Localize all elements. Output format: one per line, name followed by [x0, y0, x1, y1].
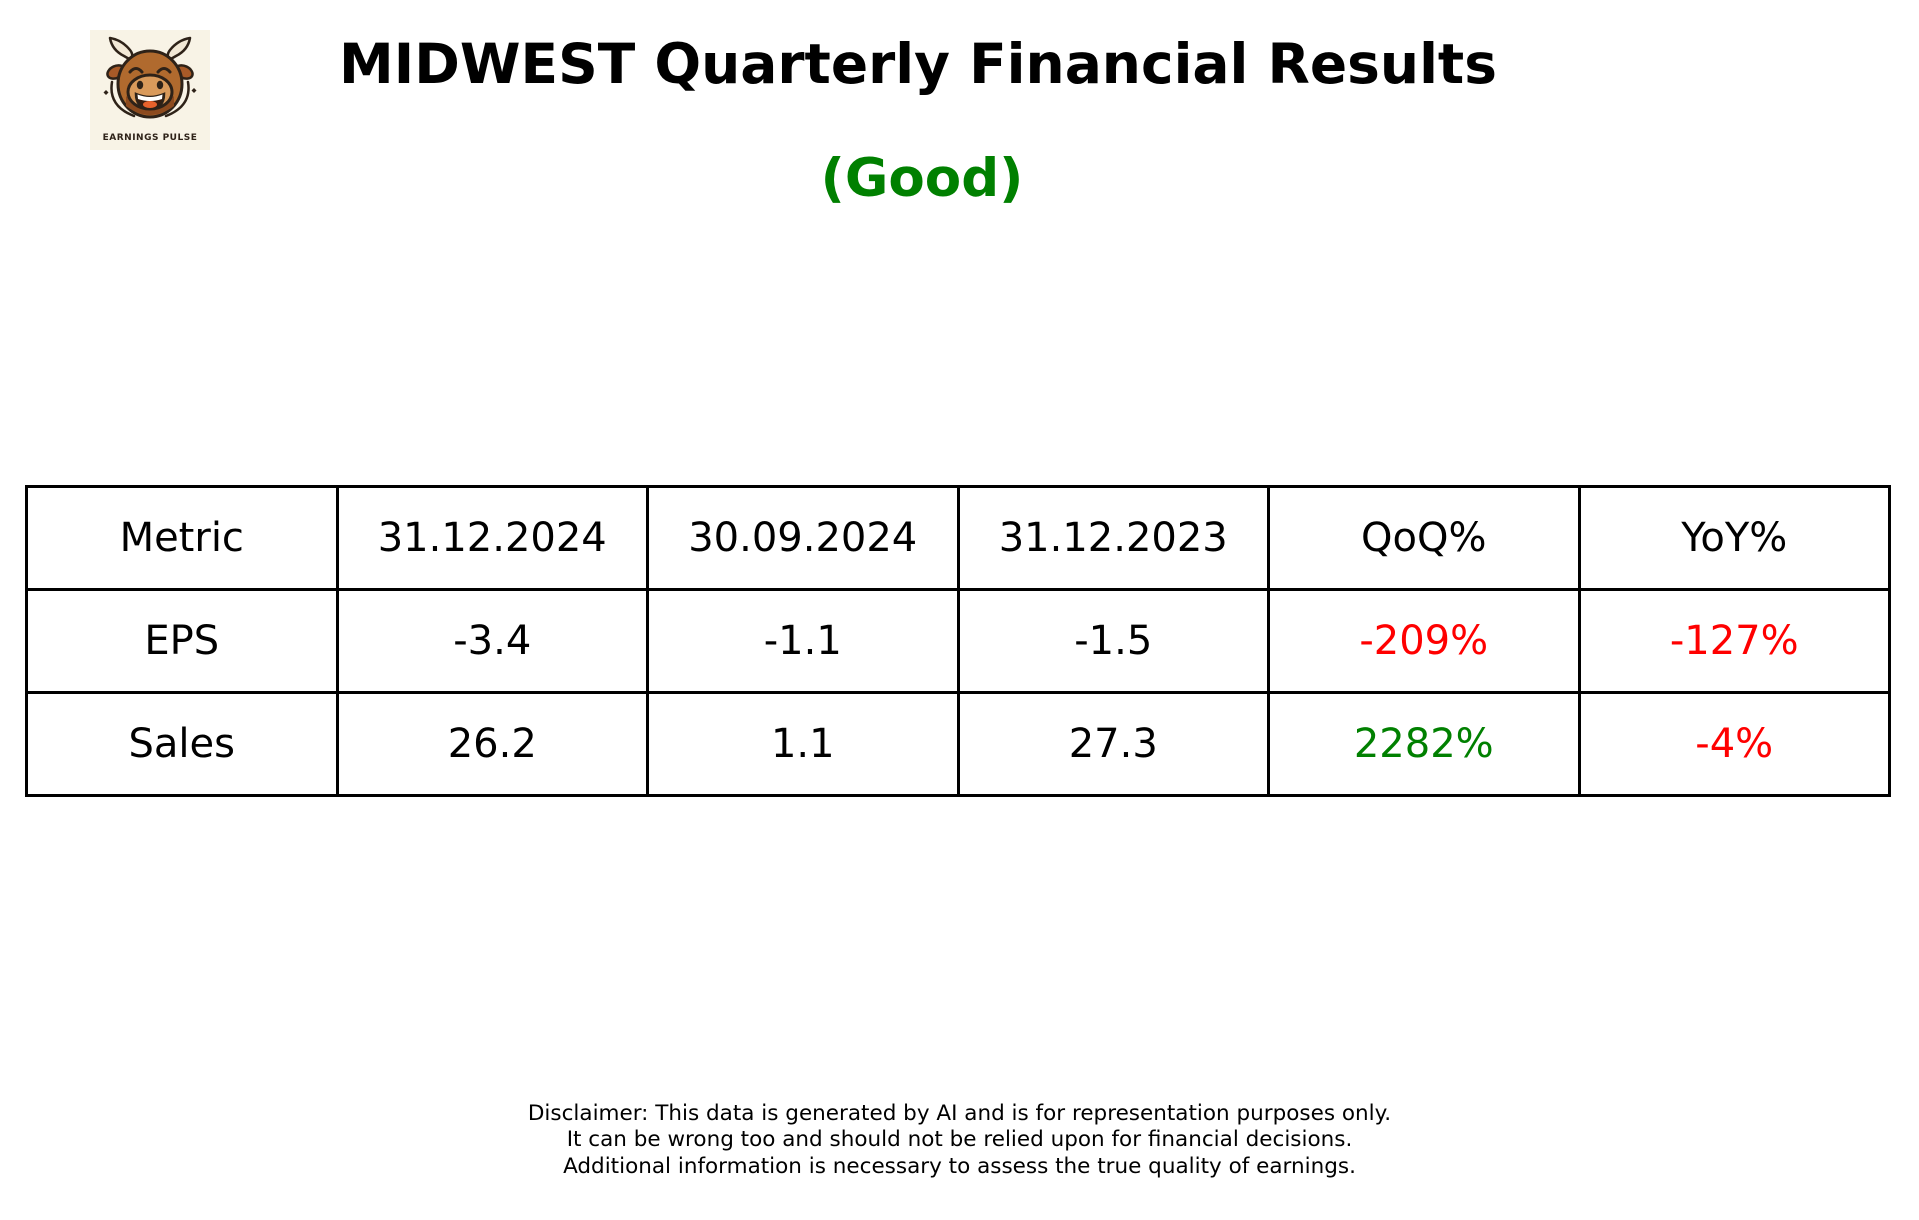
table-header-row: Metric 31.12.2024 30.09.2024 31.12.2023 … [25, 485, 1891, 591]
column-header-q-previous: 30.09.2024 [646, 485, 960, 591]
table-row-sales: Sales 26.2 1.1 27.3 2282% -4% [25, 691, 1891, 797]
column-header-q-current: 31.12.2024 [335, 485, 649, 591]
earnings-pulse-logo: EARNINGS PULSE [90, 30, 210, 150]
sales-yoy-percent: -4% [1577, 691, 1891, 797]
eps-value-current: -3.4 [335, 588, 649, 694]
eps-qoq-percent: -209% [1267, 588, 1581, 694]
eps-yoy-percent: -127% [1577, 588, 1891, 694]
table-row-eps: EPS -3.4 -1.1 -1.5 -209% -127% [25, 588, 1891, 694]
column-header-qoq: QoQ% [1267, 485, 1581, 591]
eps-metric-label: EPS [25, 588, 339, 694]
eps-value-yearago: -1.5 [956, 588, 1270, 694]
disclaimer-line-1: Disclaimer: This data is generated by AI… [527, 1101, 1392, 1126]
sales-metric-label: Sales [25, 691, 339, 797]
sales-value-yearago: 27.3 [956, 691, 1270, 797]
bull-icon [103, 36, 197, 119]
logo-caption: EARNINGS PULSE [102, 133, 198, 143]
column-header-yoy: YoY% [1577, 485, 1891, 591]
sales-value-current: 26.2 [335, 691, 649, 797]
results-table: Metric 31.12.2024 30.09.2024 31.12.2023 … [25, 485, 1891, 797]
sales-qoq-percent: 2282% [1267, 691, 1581, 797]
page-title: MIDWEST Quarterly Financial Results [339, 32, 1497, 96]
disclaimer-line-3: Additional information is necessary to a… [563, 1153, 1356, 1179]
disclaimer-line-2: It can be wrong too and should not be re… [566, 1127, 1353, 1153]
sales-value-previous: 1.1 [646, 691, 960, 797]
column-header-q-yearago: 31.12.2023 [956, 485, 1270, 591]
eps-value-previous: -1.1 [646, 588, 960, 694]
column-header-metric: Metric [25, 485, 339, 591]
verdict-label: (Good) [820, 148, 1024, 209]
disclaimer-text: Disclaimer: This data is generated by AI… [0, 1101, 1919, 1180]
